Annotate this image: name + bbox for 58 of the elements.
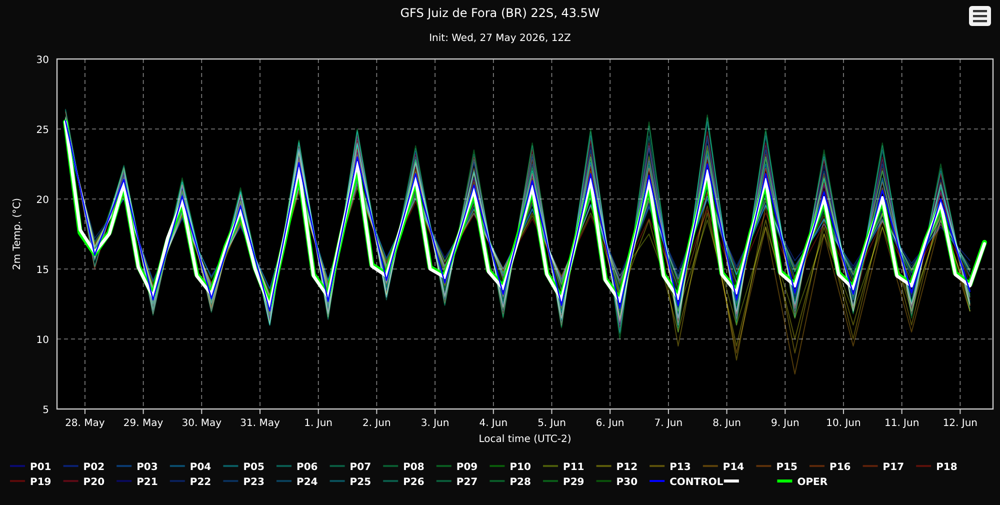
y-tick-label: 10 (36, 335, 49, 346)
y-axis-title: 2m Temp. (°C) (12, 198, 23, 270)
legend-label: P13 (670, 462, 691, 473)
legend-label: P30 (616, 477, 638, 488)
y-tick-label: 30 (36, 55, 49, 66)
x-tick-label: 6. Jun (596, 418, 624, 429)
chart-title: GFS Juiz de Fora (BR) 22S, 43.5W (400, 6, 600, 20)
y-tick-label: 5 (42, 405, 49, 416)
legend-label: P06 (296, 462, 318, 473)
legend-label: P08 (403, 462, 424, 473)
x-tick-label: 4. Jun (479, 418, 508, 429)
x-tick-label: 8. Jun (712, 418, 741, 429)
x-tick-label: 3. Jun (420, 418, 450, 429)
y-tick-label: 15 (36, 265, 49, 276)
x-tick-label: 5. Jun (538, 418, 566, 429)
legend-label: P18 (936, 462, 958, 473)
legend-label: P25 (350, 477, 372, 488)
legend-label: P11 (563, 462, 584, 473)
x-tick-label: 12. Jun (942, 418, 978, 429)
x-axis-title: Local time (UTC-2) (478, 434, 572, 445)
legend-label: P16 (830, 462, 851, 473)
legend-label: P20 (83, 477, 105, 488)
legend-label: P17 (882, 462, 904, 473)
x-tick-label: 31. May (240, 418, 280, 429)
legend-label: P07 (350, 462, 372, 473)
legend-label: OPER (797, 477, 828, 488)
legend-label: P03 (136, 462, 158, 473)
y-tick-label: 25 (36, 125, 49, 136)
y-tick-label: 20 (36, 195, 49, 206)
legend-label: P02 (83, 462, 105, 473)
legend-label: P22 (190, 477, 212, 488)
legend-label: P04 (190, 462, 212, 473)
x-tick-label: 30. May (182, 418, 222, 429)
legend-label: P28 (510, 477, 531, 488)
x-tick-label: 1. Jun (304, 418, 333, 429)
legend-label: P09 (456, 462, 478, 473)
legend-label: P19 (30, 477, 52, 488)
legend-label: P24 (296, 477, 318, 488)
x-tick-label: 2. Jun (362, 418, 391, 429)
x-tick-label: 28. May (65, 418, 105, 429)
legend-label: CONTROL (670, 477, 724, 488)
x-tick-label: 9. Jun (770, 418, 800, 429)
legend-label: P01 (30, 462, 52, 473)
legend-label: P15 (776, 462, 798, 473)
legend-label: P23 (243, 477, 264, 488)
legend-label: P29 (563, 477, 584, 488)
legend-label: P26 (403, 477, 424, 488)
legend-label: P21 (136, 477, 158, 488)
x-tick-label: 10. Jun (826, 418, 861, 429)
x-tick-label: 11. Jun (884, 418, 920, 429)
legend-label: P12 (616, 462, 638, 473)
x-tick-label: 7. Jun (654, 418, 683, 429)
legend-label: P27 (456, 477, 478, 488)
x-tick-label: 29. May (123, 418, 164, 429)
legend-label: P05 (243, 462, 264, 473)
legend-label: P14 (722, 462, 744, 473)
chart-subtitle: Init: Wed, 27 May 2026, 12Z (429, 33, 572, 44)
legend-label: P10 (510, 462, 531, 473)
